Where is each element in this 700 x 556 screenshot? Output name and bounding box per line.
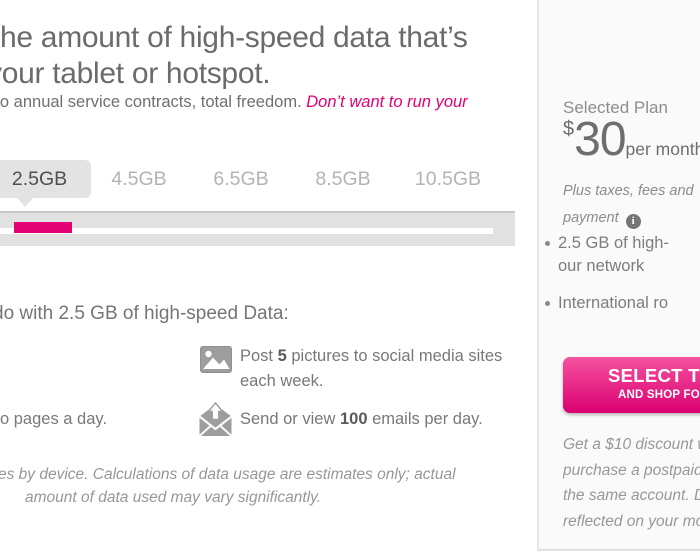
usage-item-pages: o pages a day. [0,410,108,428]
selected-tab-pointer [16,197,34,207]
plan-feature-text: International ro [558,292,668,315]
plan-feature-international: International ro [545,292,668,315]
info-icon[interactable]: i [625,214,641,229]
fine-print-line2: payment [563,210,619,226]
tab-10-5gb[interactable]: 10.5GB [415,160,481,198]
page-title-line1: he amount of high-speed data that’s [0,21,468,54]
fine-print-line1: Plus taxes, fees and [563,183,694,199]
discount-promo-text: Get a $10 discount w purchase a postpaid… [563,432,700,534]
usage-item-emails: Send or view 100 emails per day. [240,407,483,432]
promo-line3: the same account. D [563,487,700,504]
slider-groove [0,228,493,234]
usage-email-value: 100 [339,410,368,428]
photo-icon [200,346,232,378]
tab-label: 8.5GB [315,167,371,190]
price-fine-print: Plus taxes, fees and payment i [563,178,694,232]
price-period: per month [625,139,700,159]
subtitle-link[interactable]: Don’t want to run your [306,93,468,111]
bullet-dot [545,301,550,306]
plan-feature-data: 2.5 GB of high- our network [545,232,669,278]
selected-plan-label: Selected Plan [563,98,668,117]
usage-item-photos: Post 5 pictures to social media sites ea… [240,344,502,394]
usage-photo-line2: each week. [240,372,324,390]
page-subtitle: No annual service contracts, total freed… [0,93,468,112]
promo-line2: purchase a postpaid [563,461,700,479]
tab-label: 2.5GB [11,167,68,190]
feature-data-line2: our network [558,257,645,275]
tab-label: 6.5GB [213,167,269,190]
data-amount-tabbar: 2.5GB 4.5GB 6.5GB 8.5GB 10.5GB [0,160,520,208]
usage-disclaimer-line1: es by device. Calculations of data usage… [0,466,456,483]
tab-8-5gb[interactable]: 8.5GB [315,160,370,198]
promo-line1: Get a $10 discount w [563,436,700,453]
price-currency: $ [563,118,575,140]
usage-email-suffix: emails per day. [367,410,483,428]
promo-line4: reflected on your mo [563,512,700,530]
tab-label: 10.5GB [414,167,482,190]
usage-section-title: do with 2.5 GB of high-speed Data: [0,303,289,324]
tab-2-5gb[interactable]: 2.5GB [0,160,91,207]
usage-disclaimer-line2: amount of data used may vary significant… [25,489,322,506]
select-plan-button[interactable]: SELECT TH AND SHOP FOR [563,357,700,413]
usage-photo-prefix: Post [240,347,278,365]
usage-photo-value: 5 [277,347,287,365]
plan-price: $30per month [563,112,700,167]
bullet-dot [545,241,550,246]
feature-intl-line1: International ro [558,294,669,312]
email-send-icon [197,401,234,442]
select-plan-button-label: SELECT TH [608,365,700,386]
selected-plan-sidebar: Selected Plan $30per month Plus taxes, f… [537,0,700,551]
tab-6-5gb[interactable]: 6.5GB [213,160,268,198]
slider-handle[interactable] [14,222,72,233]
usage-email-prefix: Send or view [240,410,340,428]
price-amount: 30 [574,113,626,166]
subtitle-text: No annual service contracts, total freed… [0,93,302,111]
tab-label: 4.5GB [111,167,167,190]
usage-photo-suffix: pictures to social media sites [286,347,503,365]
feature-data-line1: 2.5 GB of high- [558,234,669,252]
plan-feature-text: 2.5 GB of high- our network [558,232,669,278]
tab-4-5gb[interactable]: 4.5GB [111,160,166,198]
page-title-line2: your tablet or hotspot. [0,57,271,90]
select-plan-button-sublabel: AND SHOP FOR [618,389,700,401]
